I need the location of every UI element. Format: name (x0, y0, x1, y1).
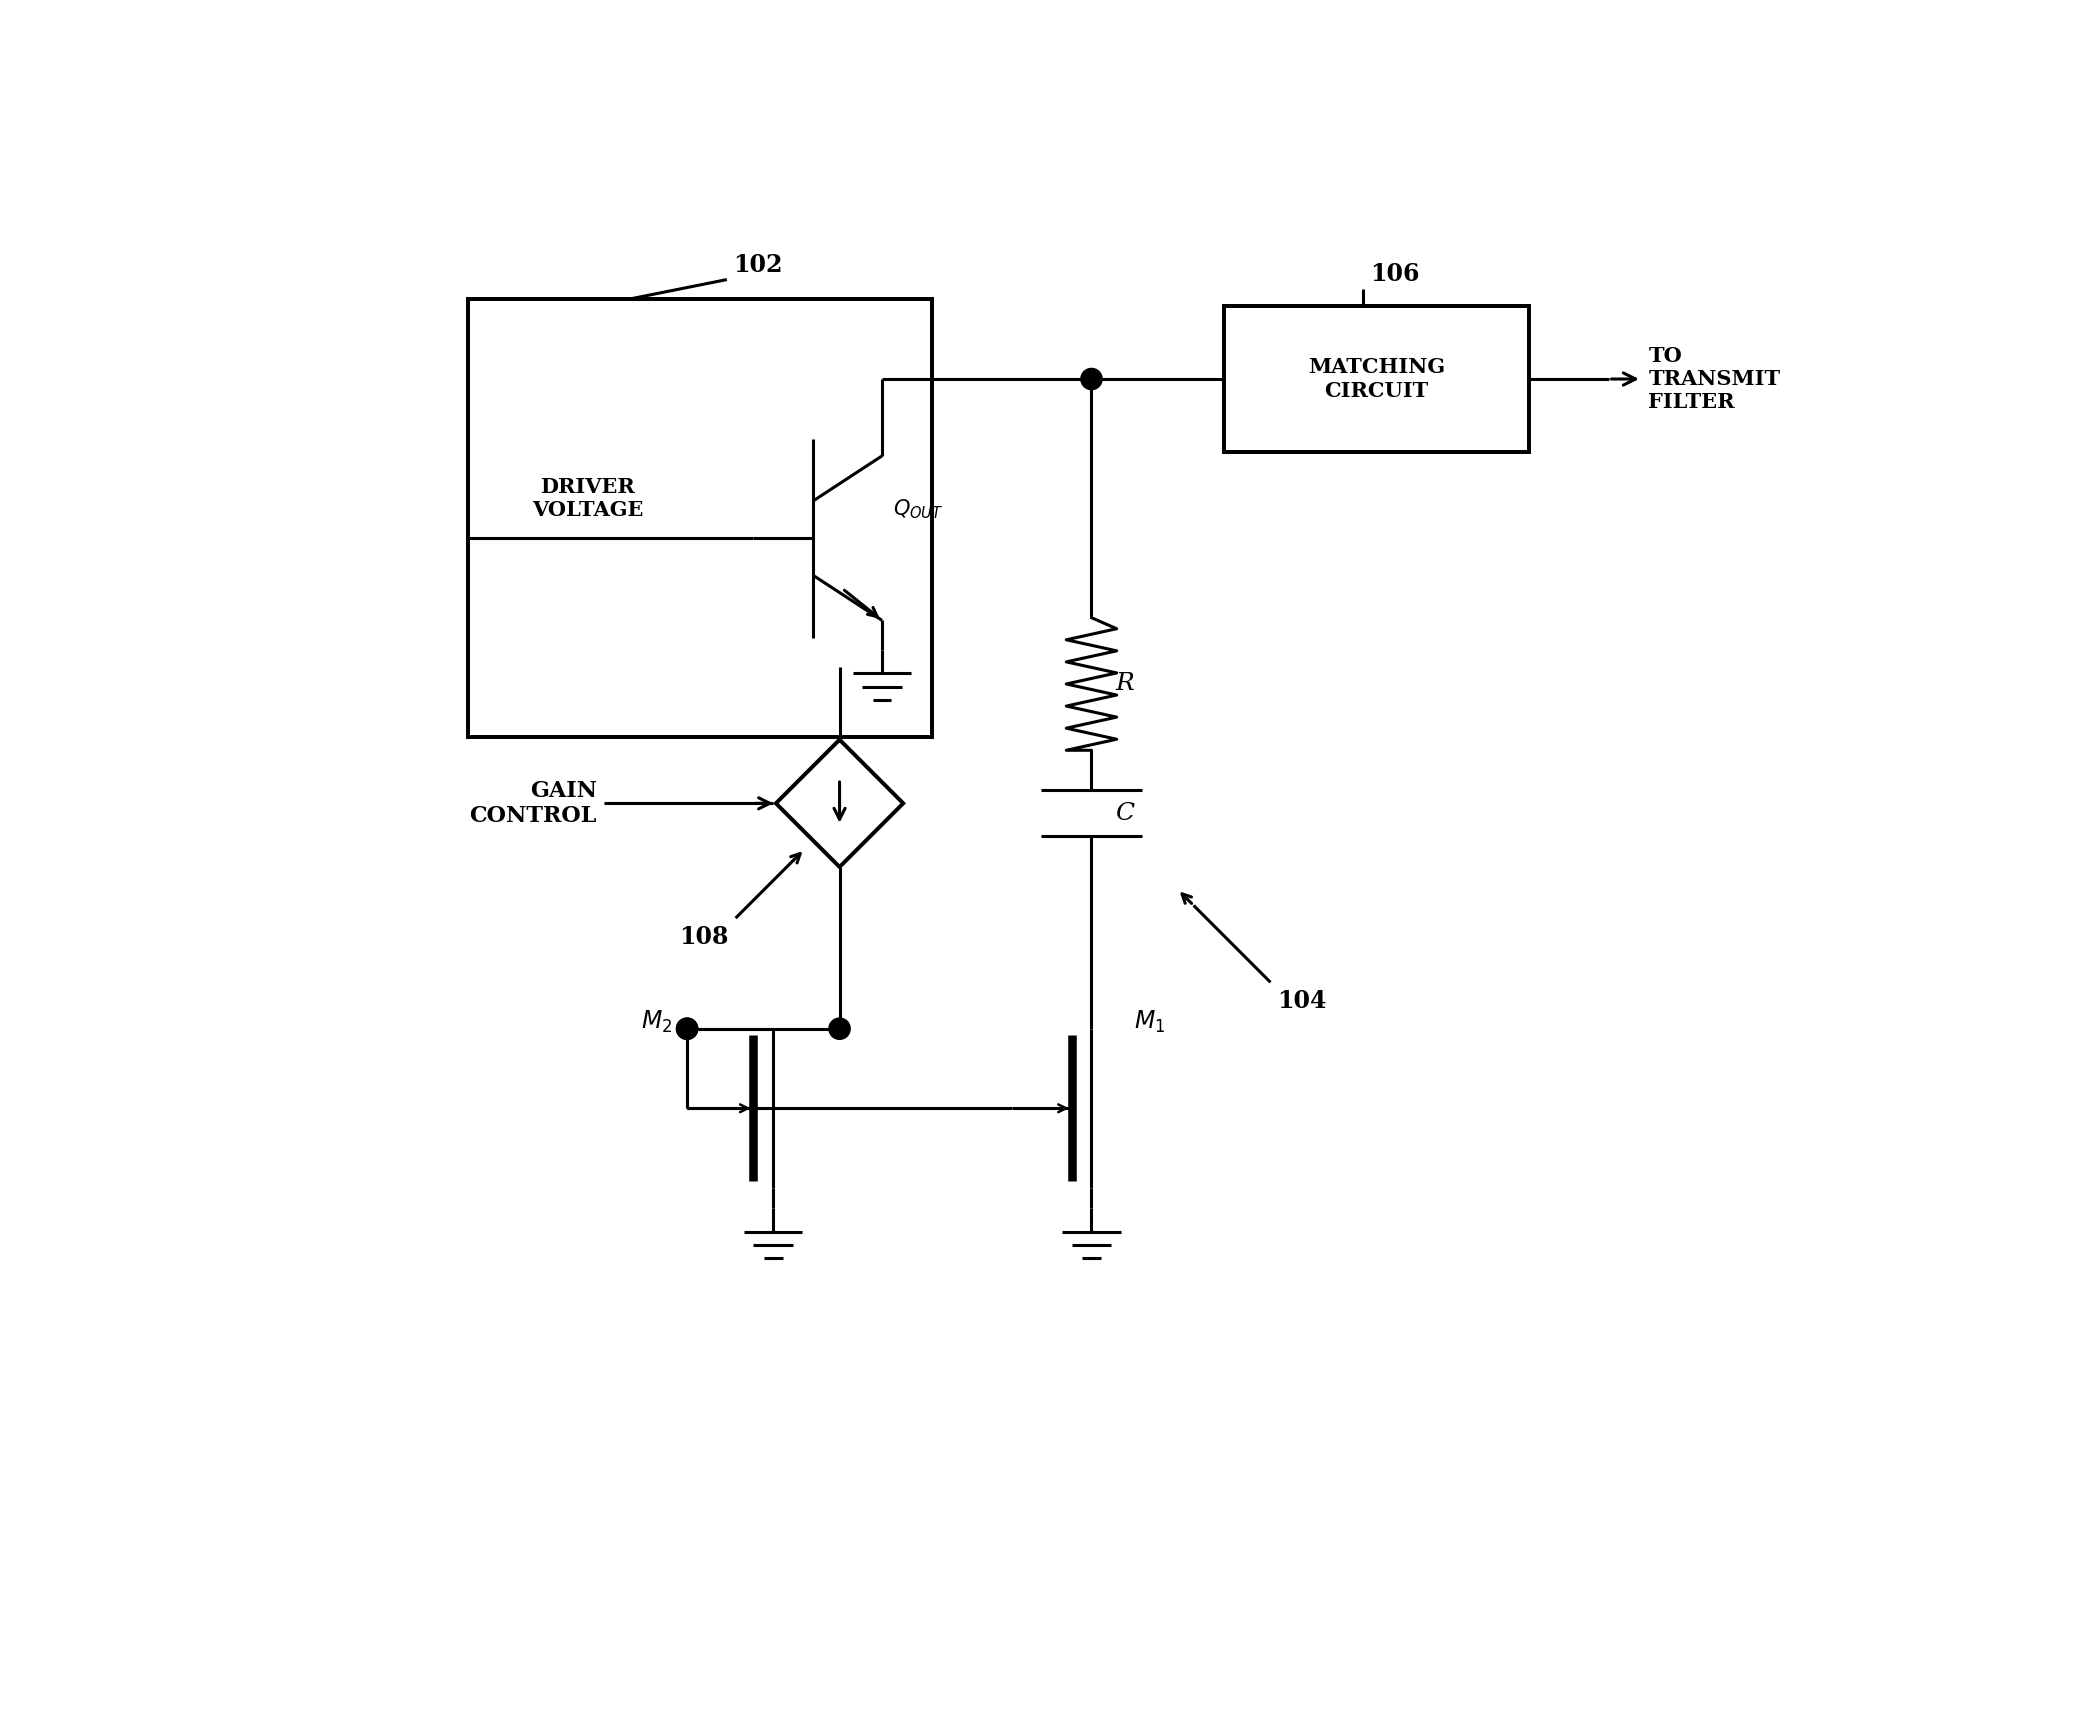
Circle shape (829, 1018, 850, 1040)
Text: GAIN
CONTROL: GAIN CONTROL (470, 780, 596, 827)
Text: 102: 102 (734, 253, 783, 277)
Bar (468, 300, 933, 737)
Text: R: R (1116, 673, 1135, 696)
Text: $Q_{OUT}$: $Q_{OUT}$ (894, 498, 943, 520)
Text: $M_2$: $M_2$ (640, 1009, 671, 1035)
Bar (1224, 307, 1529, 451)
Text: C: C (1116, 802, 1135, 825)
Circle shape (677, 1018, 698, 1040)
Circle shape (677, 1018, 698, 1040)
Text: TO
TRANSMIT
FILTER: TO TRANSMIT FILTER (1648, 346, 1781, 412)
Circle shape (1081, 369, 1101, 389)
Text: 108: 108 (680, 925, 729, 949)
Text: $M_1$: $M_1$ (1135, 1009, 1166, 1035)
Text: DRIVER
VOLTAGE: DRIVER VOLTAGE (532, 477, 644, 520)
Text: 106: 106 (1369, 262, 1419, 286)
Text: 104: 104 (1278, 988, 1326, 1013)
Text: MATCHING
CIRCUIT: MATCHING CIRCUIT (1307, 358, 1444, 401)
